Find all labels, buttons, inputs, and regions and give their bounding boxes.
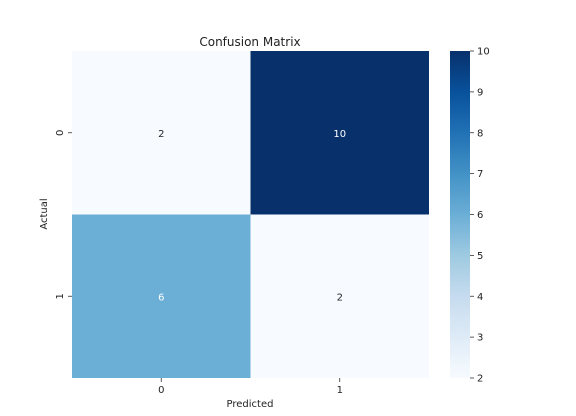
x-tick-label: 0: [158, 385, 164, 396]
colorbar-tick-label: 8: [477, 128, 483, 139]
colorbar-tick-label: 4: [477, 292, 483, 303]
colorbar-tick-label: 5: [477, 251, 483, 262]
colorbar-ticks: 2 3 4 5 6 7 8 9 10: [470, 47, 490, 385]
y-axis-label: Actual: [39, 198, 50, 229]
colorbar-tick-label: 9: [477, 87, 483, 98]
colorbar-tick-label: 3: [477, 333, 483, 344]
heatmap-cell-1-0: [72, 214, 251, 378]
colorbar-tick-label: 7: [477, 169, 483, 180]
x-axis-label: Predicted: [227, 399, 274, 410]
heatmap-cell-0-1: [250, 51, 429, 215]
colorbar: [450, 51, 470, 378]
cell-value-1-0: 6: [158, 292, 164, 303]
x-tick-label: 1: [337, 385, 343, 396]
heatmap-cells: 2 10 6 2: [72, 51, 429, 378]
colorbar-tick-label: 6: [477, 210, 483, 221]
colorbar-tick-label: 2: [477, 374, 483, 385]
cell-value-1-1: 2: [337, 292, 343, 303]
heatmap-cell-0-0: [72, 51, 251, 215]
cell-value-0-0: 2: [158, 129, 164, 140]
chart-title: Confusion Matrix: [199, 35, 300, 49]
cell-value-0-1: 10: [333, 129, 346, 140]
y-tick-label: 0: [55, 130, 66, 136]
heatmap-cell-1-1: [250, 214, 429, 378]
y-axis-ticks: 01: [55, 130, 72, 299]
y-tick-label: 1: [55, 293, 66, 299]
colorbar-tick-label: 10: [477, 47, 490, 58]
